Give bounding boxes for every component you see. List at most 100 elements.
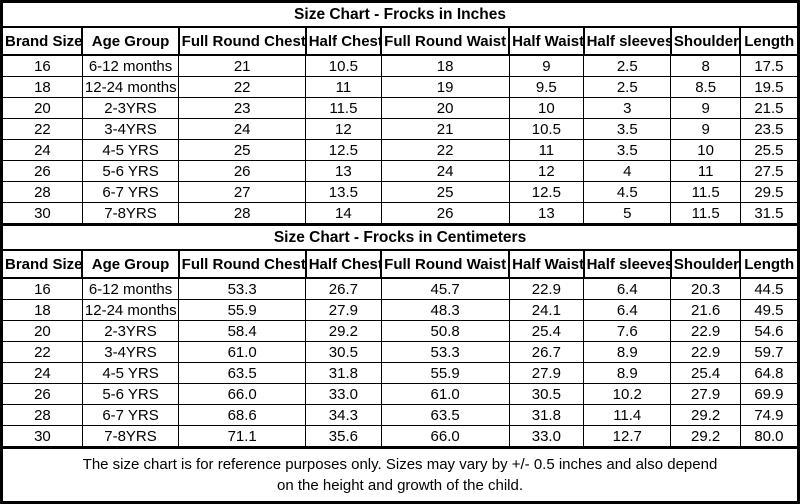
column-header: Brand Size — [3, 26, 84, 56]
table-cell: 13 — [305, 160, 382, 182]
table-row: 24 4-5 YRS 63.5 31.8 55.9 27.9 8.9 25.4 64.8 — [3, 362, 797, 384]
disclaimer-line-1: The size chart is for reference purposes… — [82, 455, 718, 473]
table-cell: 10 — [670, 139, 741, 161]
table-cell: 25.5 — [739, 139, 797, 161]
table-cell: 6.4 — [583, 277, 672, 300]
column-header: Full Round Waist — [380, 249, 511, 279]
table-cell: 25 — [380, 181, 510, 203]
table-cell: 24 — [3, 139, 83, 161]
table-cell: 26 — [380, 202, 510, 224]
table-cell: 18 — [3, 76, 83, 98]
table-cell: 26 — [3, 383, 83, 405]
table-cell: 29.2 — [670, 425, 741, 447]
table-cell: 3-4YRS — [81, 341, 180, 363]
column-header: Full Round Chest — [177, 26, 307, 56]
table-cell: 8.5 — [670, 76, 741, 98]
table-cell: 26.7 — [305, 277, 382, 300]
table-cell: 21 — [178, 54, 307, 77]
table-row: 28 6-7 YRS 68.6 34.3 63.5 31.8 11.4 29.2 74.9 — [3, 404, 797, 426]
column-header: Half Waist — [508, 249, 585, 279]
table-cell: 54.6 — [739, 320, 797, 342]
column-header: Shoulder — [669, 249, 742, 279]
column-header: Length — [739, 249, 797, 279]
table-cell: 2-3YRS — [81, 320, 180, 342]
table-cell: 23 — [178, 97, 307, 119]
table-cell: 27.9 — [305, 299, 382, 321]
table-row: 30 7-8YRS 71.1 35.6 66.0 33.0 12.7 29.2 80.0 — [3, 425, 797, 447]
table-cell: 31.8 — [305, 362, 382, 384]
table-cell: 21.6 — [670, 299, 741, 321]
table-cell: 14 — [305, 202, 382, 224]
table-row: 22 3-4YRS 61.0 30.5 53.3 26.7 8.9 22.9 59.7 — [3, 341, 797, 363]
table-cell: 12-24 months — [81, 299, 180, 321]
table-cell: 23.5 — [739, 118, 797, 140]
table-title-row: Size Chart - Frocks in Inches — [3, 3, 797, 28]
table-cell: 33.0 — [508, 425, 585, 447]
table-cell: 31.8 — [508, 404, 585, 426]
table-cell: 29.5 — [739, 181, 797, 203]
table-cell: 27.5 — [739, 160, 797, 182]
table-title: Size Chart - Frocks in Centimeters — [3, 224, 797, 251]
table-cell: 8.9 — [583, 341, 672, 363]
table-cell: 8.9 — [583, 362, 672, 384]
table-cell: 12.5 — [508, 181, 585, 203]
table-row: 20 2-3YRS 58.4 29.2 50.8 25.4 7.6 22.9 54.6 — [3, 320, 797, 342]
table-cell: 63.5 — [178, 362, 307, 384]
column-header: Age Group — [81, 26, 180, 56]
table-cell: 53.3 — [380, 341, 510, 363]
table-cell: 3-4YRS — [81, 118, 180, 140]
column-header: Half Chest — [304, 26, 383, 56]
table-cell: 31.5 — [739, 202, 797, 224]
column-header: Half Chest — [304, 249, 383, 279]
table-cell: 20.3 — [670, 277, 741, 300]
table-cell: 49.5 — [739, 299, 797, 321]
table-row: 18 12-24 months 22 11 19 9.5 2.5 8.5 19.5 — [3, 76, 797, 98]
table-cell: 16 — [3, 277, 83, 300]
table-cell: 63.5 — [380, 404, 510, 426]
table-cell: 53.3 — [178, 277, 307, 300]
table-cell: 29.2 — [305, 320, 382, 342]
table-cell: 35.6 — [305, 425, 382, 447]
table-cell: 12-24 months — [81, 76, 180, 98]
table-cell: 10 — [508, 97, 585, 119]
table-cell: 17.5 — [739, 54, 797, 77]
table-cell: 61.0 — [380, 383, 510, 405]
table-cell: 2.5 — [583, 54, 672, 77]
size-table-centimeters: Size Chart - Frocks in Centimeters Brand … — [3, 224, 797, 447]
table-cell: 58.4 — [178, 320, 307, 342]
table-cell: 74.9 — [739, 404, 797, 426]
table-cell: 9 — [670, 118, 741, 140]
table-row: 30 7-8YRS 28 14 26 13 5 11.5 31.5 — [3, 202, 797, 224]
table-cell: 26 — [3, 160, 83, 182]
table-cell: 64.8 — [739, 362, 797, 384]
table-cell: 55.9 — [380, 362, 510, 384]
table-cell: 7-8YRS — [81, 202, 180, 224]
table-cell: 3 — [583, 97, 672, 119]
disclaimer-line-2: on the height and growth of the child. — [276, 476, 523, 494]
column-header: Half sleeves — [582, 26, 672, 56]
column-header: Full Round Waist — [380, 26, 511, 56]
table-row: 22 3-4YRS 24 12 21 10.5 3.5 9 23.5 — [3, 118, 797, 140]
table-cell: 24 — [380, 160, 510, 182]
table-cell: 45.7 — [380, 277, 510, 300]
table-cell: 20 — [3, 97, 83, 119]
table-cell: 11.5 — [305, 97, 382, 119]
table-cell: 26 — [178, 160, 307, 182]
header-row: Brand Size Age Group Full Round Chest Half … — [3, 26, 797, 56]
table-cell: 18 — [3, 299, 83, 321]
table-cell: 9 — [508, 54, 585, 77]
table-cell: 24 — [178, 118, 307, 140]
table-cell: 30 — [3, 202, 83, 224]
table-cell: 24.1 — [508, 299, 585, 321]
table-cell: 8 — [670, 54, 741, 77]
table-cell: 11.5 — [670, 181, 741, 203]
table-cell: 20 — [380, 97, 510, 119]
table-cell: 30.5 — [305, 341, 382, 363]
table-cell: 12.5 — [305, 139, 382, 161]
table-row: 28 6-7 YRS 27 13.5 25 12.5 4.5 11.5 29.5 — [3, 181, 797, 203]
table-cell: 19.5 — [739, 76, 797, 98]
table-cell: 3.5 — [583, 118, 672, 140]
table-cell: 66.0 — [178, 383, 307, 405]
table-cell: 80.0 — [739, 425, 797, 447]
